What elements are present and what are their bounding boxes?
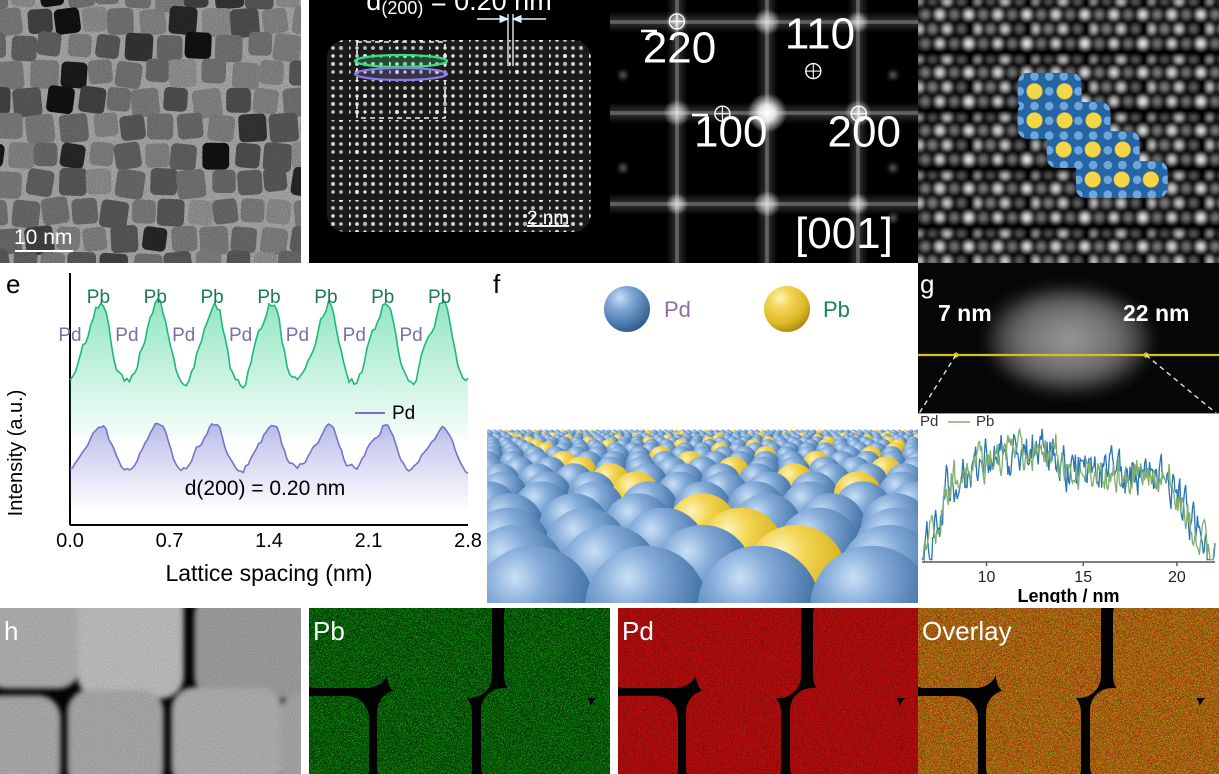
svg-text:Pd: Pd bbox=[172, 325, 195, 346]
svg-text:15: 15 bbox=[1074, 569, 1092, 586]
svg-text:1.4: 1.4 bbox=[255, 530, 283, 552]
svg-text:Pb: Pb bbox=[144, 287, 167, 308]
svg-text:Pb: Pb bbox=[314, 287, 337, 308]
svg-text:20: 20 bbox=[1168, 569, 1186, 586]
svg-text:Pb: Pb bbox=[200, 287, 223, 308]
svg-text:Pd: Pd bbox=[229, 325, 252, 346]
svg-text:Pb: Pb bbox=[313, 616, 345, 646]
svg-text:2.1: 2.1 bbox=[355, 530, 383, 552]
svg-text:Pd: Pd bbox=[399, 325, 422, 346]
svg-text:2 nm: 2 nm bbox=[527, 208, 569, 229]
svg-text:Intensity (a.u.): Intensity (a.u.) bbox=[5, 390, 27, 517]
svg-text:Pb: Pb bbox=[87, 287, 110, 308]
svg-text:Pd: Pd bbox=[286, 325, 309, 346]
svg-text:0.0: 0.0 bbox=[56, 530, 84, 552]
svg-text:d(200) = 0.20 nm: d(200) = 0.20 nm bbox=[185, 477, 346, 500]
svg-text:Pd: Pd bbox=[392, 403, 415, 424]
svg-text:110: 110 bbox=[785, 9, 855, 58]
svg-text:Pd: Pd bbox=[920, 413, 938, 430]
svg-text:22 nm: 22 nm bbox=[1123, 300, 1189, 326]
svg-text:2.8: 2.8 bbox=[454, 530, 482, 552]
svg-text:Pd: Pd bbox=[622, 616, 654, 646]
svg-text:Pd: Pd bbox=[115, 325, 138, 346]
svg-text:h: h bbox=[4, 616, 18, 646]
svg-text:g: g bbox=[920, 269, 934, 299]
svg-text:Pb: Pb bbox=[257, 287, 280, 308]
svg-text:d(200) = 0.20 nm: d(200) = 0.20 nm bbox=[366, 0, 551, 18]
svg-text:0.7: 0.7 bbox=[156, 530, 184, 552]
svg-text:Length / nm: Length / nm bbox=[1018, 586, 1120, 603]
svg-text:e: e bbox=[6, 269, 20, 299]
svg-text:200: 200 bbox=[828, 107, 901, 156]
svg-text:Pb: Pb bbox=[371, 287, 394, 308]
svg-text:7 nm: 7 nm bbox=[938, 300, 992, 326]
svg-text:Pb: Pb bbox=[976, 413, 994, 430]
svg-text:Pb: Pb bbox=[428, 287, 451, 308]
svg-text:Pd: Pd bbox=[664, 297, 691, 322]
svg-text:[001]: [001] bbox=[795, 209, 893, 258]
svg-text:Pd: Pd bbox=[58, 325, 81, 346]
svg-text:Overlay: Overlay bbox=[922, 616, 1012, 646]
svg-text:f: f bbox=[493, 269, 501, 299]
svg-text:Lattice spacing (nm): Lattice spacing (nm) bbox=[165, 560, 372, 586]
svg-text:Pd: Pd bbox=[343, 325, 366, 346]
svg-text:10: 10 bbox=[978, 569, 996, 586]
svg-text:Pb: Pb bbox=[823, 297, 850, 322]
